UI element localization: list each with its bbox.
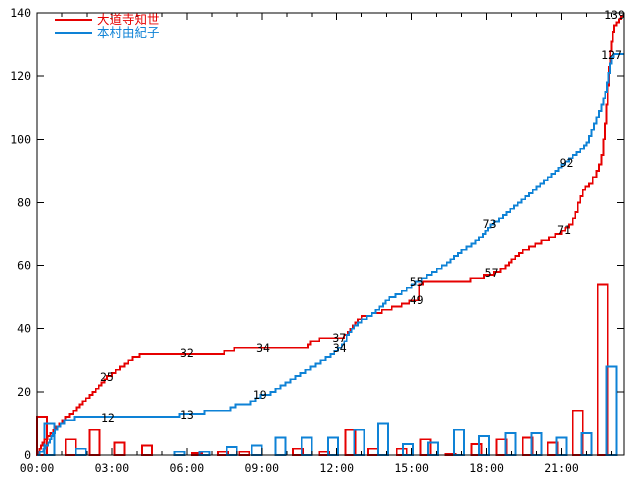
- bar: [395, 447, 408, 456]
- bar: [250, 444, 263, 456]
- x-axis-ticks: [36, 13, 613, 455]
- bar: [453, 428, 466, 456]
- y-tick-label: 0: [24, 448, 31, 462]
- legend-item: 本村由紀子: [55, 25, 160, 40]
- x-tick-label: 09:00: [244, 461, 279, 475]
- bar: [377, 422, 389, 456]
- legend-label: 本村由紀子: [97, 25, 160, 40]
- y-tick-label: 60: [17, 259, 31, 273]
- value-annotation: 25: [100, 370, 114, 384]
- x-tick-label: 21:00: [544, 461, 579, 475]
- x-tick-label: 15:00: [394, 461, 429, 475]
- y-tick-label: 120: [10, 69, 31, 83]
- value-annotation: 127: [601, 48, 622, 62]
- y-tick-label: 20: [17, 385, 31, 399]
- red-hourly-bars: [36, 283, 609, 456]
- value-annotation: 71: [557, 223, 571, 237]
- value-annotation: 32: [180, 346, 194, 360]
- x-tick-label: 00:00: [20, 461, 55, 475]
- bar: [367, 447, 379, 456]
- bar: [478, 435, 491, 456]
- y-tick-label: 100: [10, 132, 31, 146]
- value-annotation: 34: [256, 341, 270, 355]
- value-annotation: 73: [483, 217, 497, 231]
- value-annotation: 57: [485, 266, 499, 280]
- x-tick-label: 06:00: [170, 461, 205, 475]
- value-annotation: 49: [410, 293, 424, 307]
- bar: [274, 436, 287, 456]
- axes: [36, 12, 625, 456]
- bar: [88, 428, 101, 456]
- bar: [113, 441, 126, 456]
- y-tick-labels: 0 20 40 60 80 100 120 140: [10, 6, 31, 462]
- value-annotation: 19: [253, 388, 267, 402]
- bar: [64, 438, 77, 456]
- value-annotation: 92: [560, 156, 574, 170]
- bar: [140, 444, 153, 456]
- value-annotation: 12: [101, 411, 115, 425]
- y-tick-label: 40: [17, 322, 31, 336]
- blue-hourly-bars: [43, 365, 618, 456]
- legend-label: 大道寺知世: [97, 12, 160, 27]
- x-tick-label: 18:00: [469, 461, 504, 475]
- blue-cumulative-line: [37, 53, 624, 456]
- bar: [470, 442, 483, 456]
- x-tick-label: 03:00: [95, 461, 130, 475]
- value-annotation: 13: [180, 408, 194, 422]
- red-cumulative-line: [37, 15, 624, 456]
- legend-item: 大道寺知世: [55, 12, 160, 27]
- y-tick-label: 140: [10, 6, 31, 20]
- plot-border: [36, 12, 625, 456]
- x-tick-label: 12:00: [319, 461, 354, 475]
- value-annotation: 55: [410, 275, 424, 289]
- y-tick-label: 80: [17, 195, 31, 209]
- value-annotation: 139: [604, 8, 625, 22]
- y-axis-ticks: [37, 12, 624, 456]
- value-annotation: 37: [332, 331, 346, 345]
- bar: [74, 447, 87, 456]
- x-tick-labels: 00:00 03:00 06:00 09:00 12:00 15:00 18:00 21:00: [20, 461, 579, 475]
- value-annotation: 34: [333, 341, 347, 355]
